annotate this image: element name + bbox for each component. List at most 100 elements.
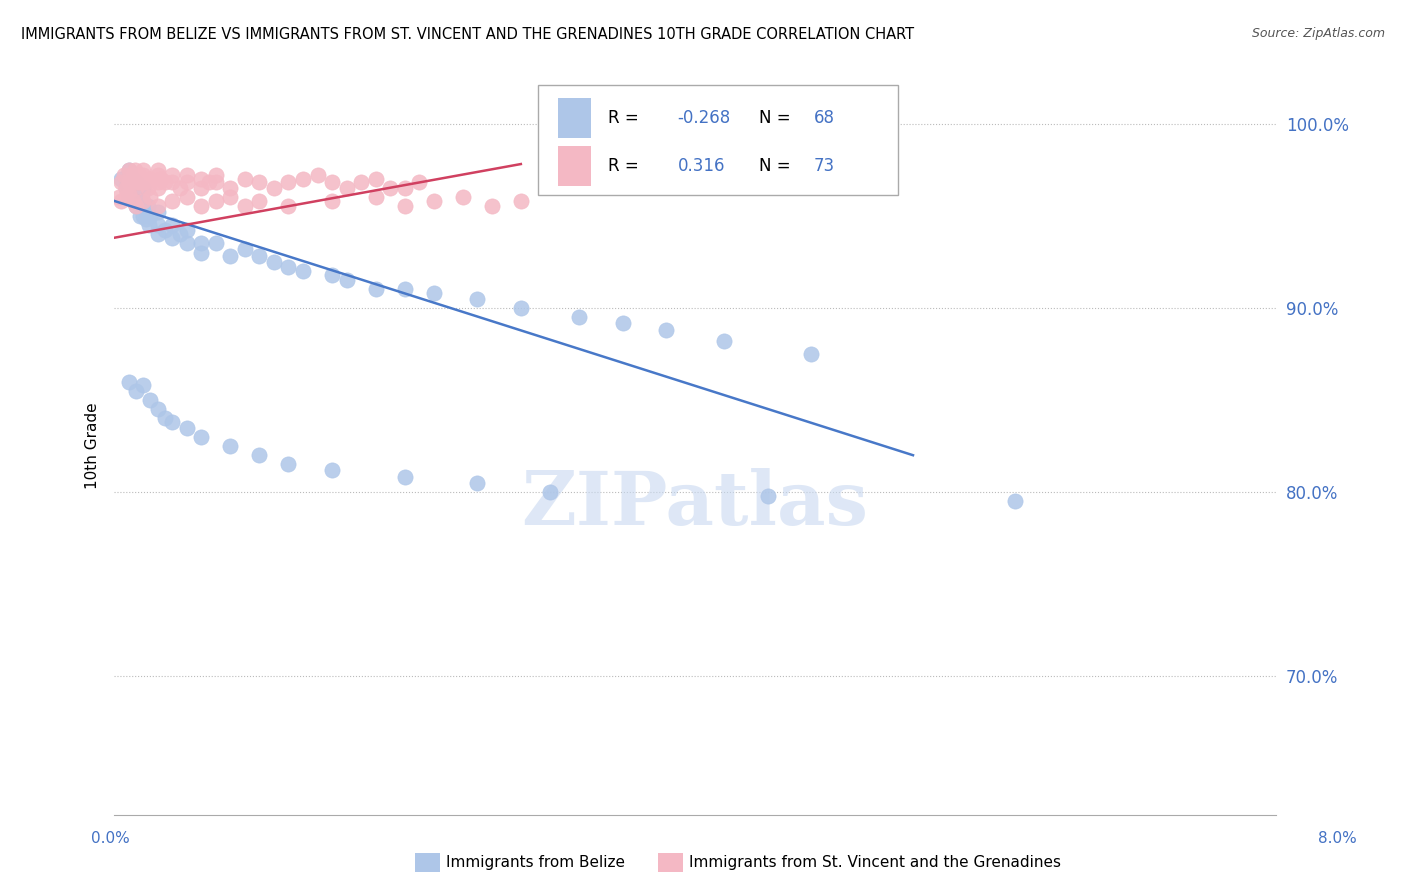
Point [249,448,271,462]
Point [110,176,132,190]
Point [394,282,416,296]
Point [451,190,474,204]
Point [219,439,242,453]
Point [568,310,591,324]
Point [146,205,169,219]
Point [146,199,169,213]
Point [132,162,155,177]
Point [121,171,143,186]
Text: Immigrants from St. Vincent and the Grenadines: Immigrants from St. Vincent and the Gren… [689,855,1062,870]
Point [219,181,242,195]
Bar [558,98,591,138]
Point [146,176,169,190]
Point [378,181,401,195]
Point [169,181,191,195]
Point [132,176,155,190]
Point [465,292,488,306]
Point [350,176,373,190]
Point [219,249,242,263]
Point [136,199,159,213]
Point [107,190,129,204]
Point [146,218,169,232]
Text: 0.0%: 0.0% [91,831,131,846]
Text: R =: R = [607,157,638,175]
Y-axis label: 10th Grade: 10th Grade [86,402,100,490]
Point [335,273,357,287]
Point [190,181,212,195]
Point [465,475,488,490]
Point [233,242,256,256]
Point [118,186,141,201]
Point [132,194,155,208]
Point [263,181,285,195]
Point [110,194,132,208]
Point [129,176,152,190]
Point [114,181,136,195]
Point [205,176,228,190]
Point [205,194,228,208]
Point [176,190,198,204]
Point [122,168,145,182]
Point [122,171,145,186]
Point [131,186,153,201]
Point [139,171,162,186]
Point [249,249,271,263]
Point [138,218,160,232]
Point [162,231,184,245]
Point [146,402,169,417]
Point [125,176,148,190]
Point [162,176,184,190]
Point [292,171,315,186]
Point [128,194,150,208]
Point [233,199,256,213]
Point [422,194,444,208]
Point [114,190,136,204]
Point [509,301,531,315]
Point [139,392,162,407]
Point [128,168,150,182]
Point [121,181,143,195]
Point [132,378,155,392]
Point [132,209,155,223]
Point [190,171,212,186]
Bar [558,145,591,186]
Point [1004,494,1026,508]
Point [132,181,155,195]
Point [118,162,141,177]
Point [176,168,198,182]
Point [249,194,271,208]
Text: Source: ZipAtlas.com: Source: ZipAtlas.com [1251,27,1385,40]
Text: Immigrants from Belize: Immigrants from Belize [446,855,624,870]
Point [538,485,561,500]
Point [112,168,135,182]
Point [125,199,148,213]
Point [756,489,779,503]
Point [277,260,299,275]
Text: IMMIGRANTS FROM BELIZE VS IMMIGRANTS FROM ST. VINCENT AND THE GRENADINES 10TH GR: IMMIGRANTS FROM BELIZE VS IMMIGRANTS FRO… [21,27,914,42]
Point [153,223,176,237]
Point [364,171,387,186]
Point [136,181,159,195]
Point [135,212,157,227]
Point [149,171,172,186]
FancyBboxPatch shape [538,85,898,195]
Point [124,190,146,204]
Point [162,415,184,429]
Point [197,176,219,190]
Point [127,190,149,204]
Point [127,176,149,190]
Text: 68: 68 [814,109,835,127]
Point [176,236,198,251]
Point [124,162,146,177]
Point [321,268,343,282]
Text: 8.0%: 8.0% [1317,831,1357,846]
Point [364,190,387,204]
Point [219,190,242,204]
Point [321,194,343,208]
Text: 73: 73 [814,157,835,175]
Point [176,420,198,434]
Point [114,181,136,195]
Point [132,168,155,182]
Point [129,209,152,223]
Text: -0.268: -0.268 [678,109,731,127]
